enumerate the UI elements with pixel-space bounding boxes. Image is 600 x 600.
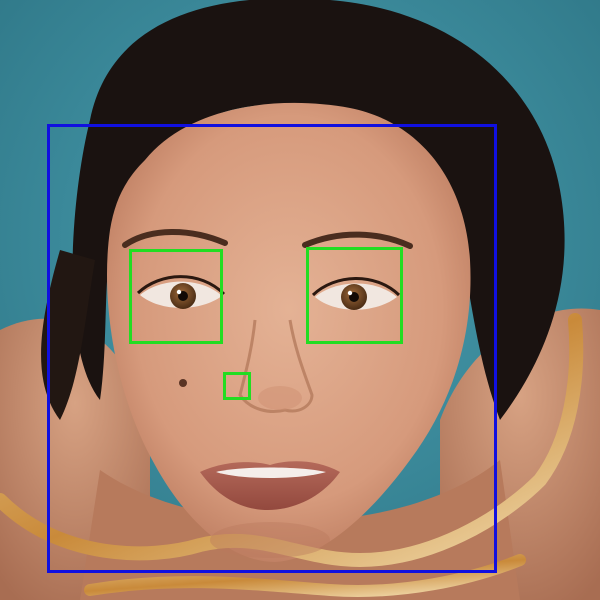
face-detection-box [47,124,497,573]
mouth [200,461,340,510]
right-eye [311,277,401,310]
right-eyebrow [302,231,413,249]
hair [72,0,565,420]
mole [179,379,187,387]
rope-necklace-lower [84,554,526,597]
nose-tip [258,386,302,410]
right-eye-detection-box [306,247,403,344]
hair-left-strands [41,250,95,420]
left-eye-detection-box [129,249,223,344]
nose-detection-box [223,372,251,400]
face [107,102,471,563]
chin-shade [210,522,330,558]
rope-necklace [0,313,584,568]
left-eye [136,275,226,309]
left-eyebrow [122,229,228,248]
